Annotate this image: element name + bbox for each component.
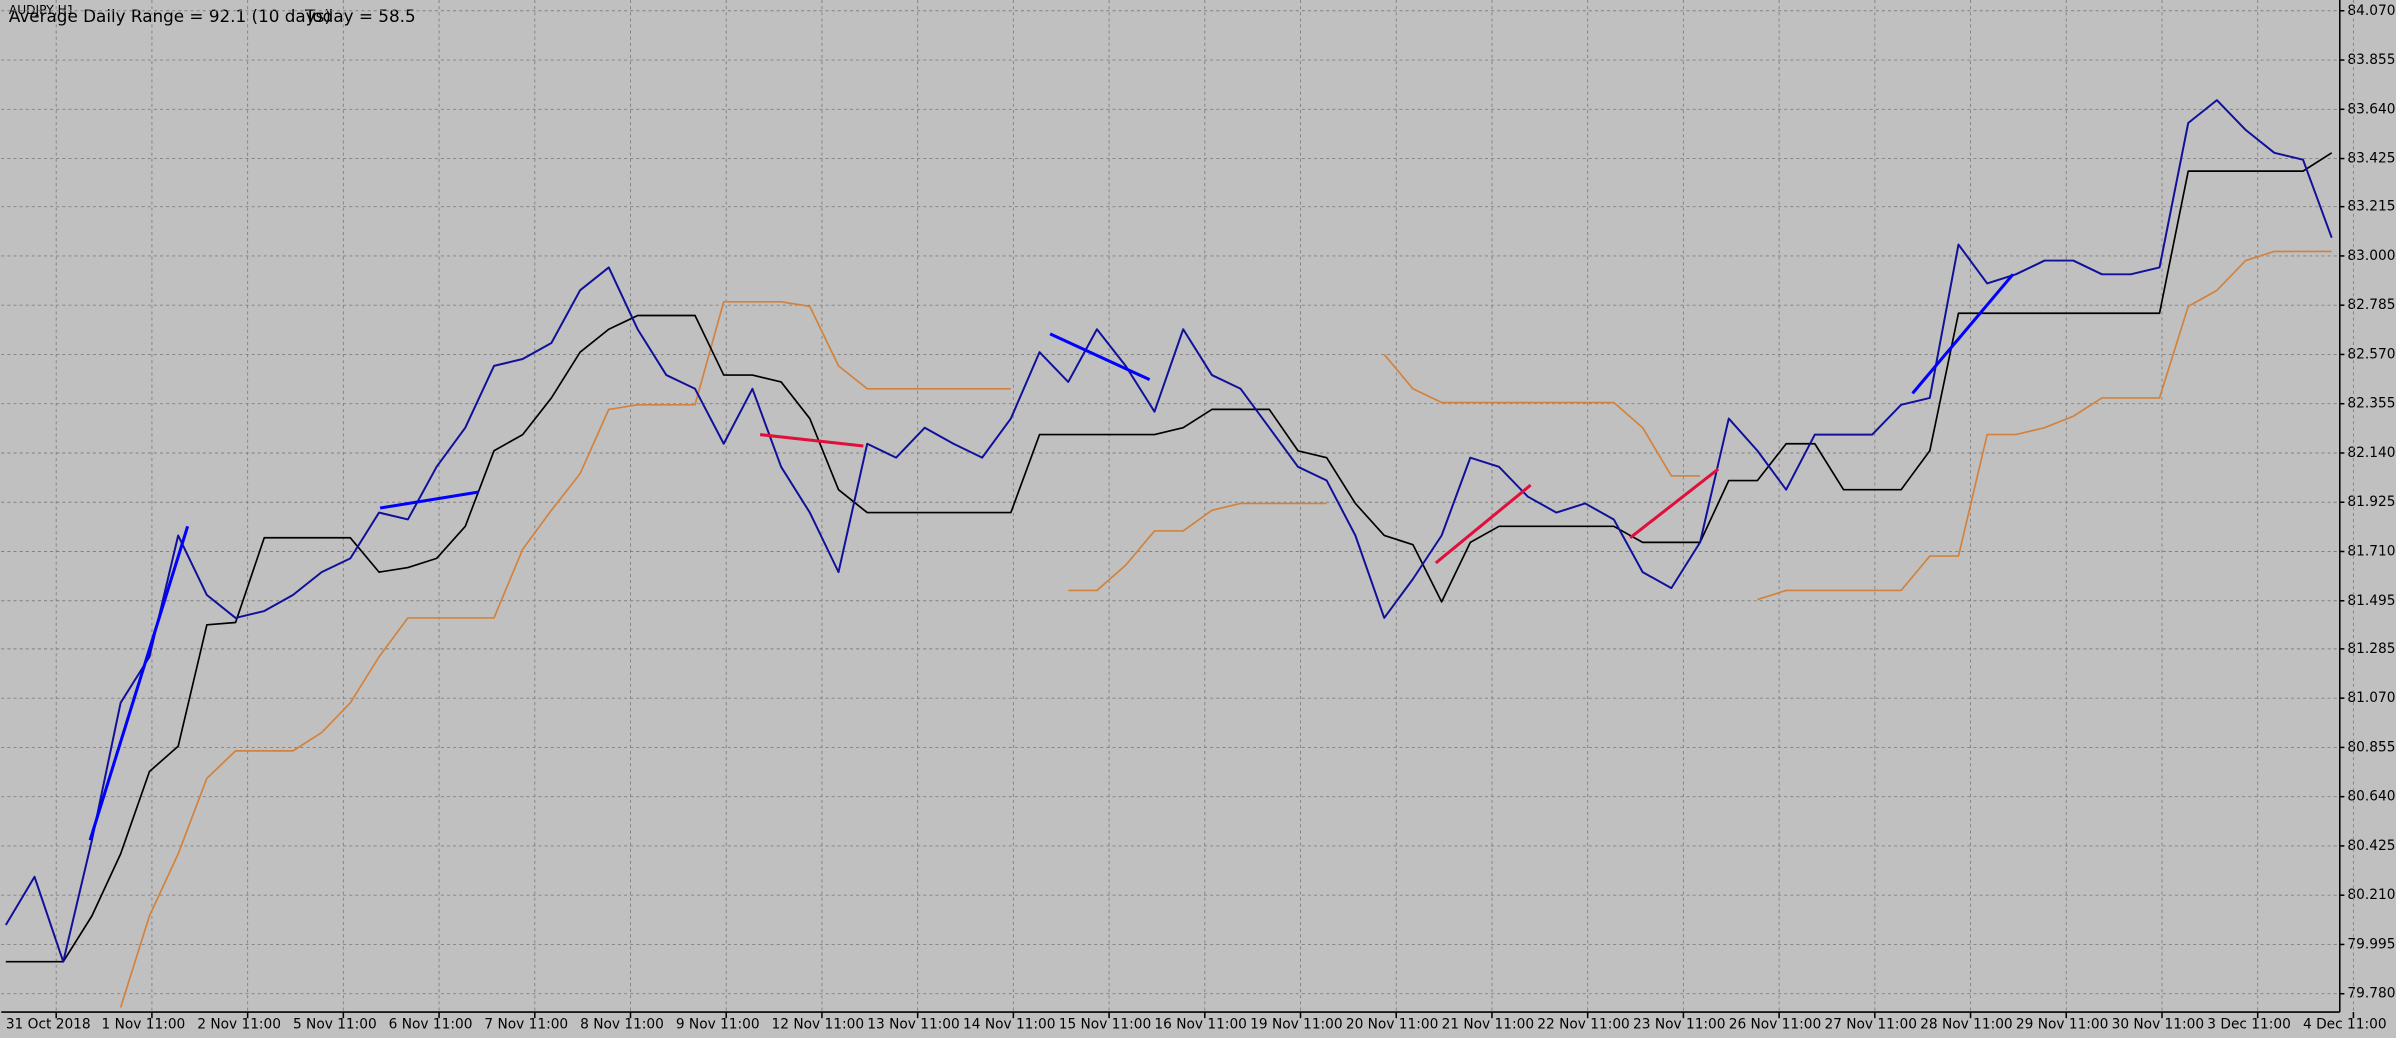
x-tick-label: 19 Nov 11:00 <box>1250 1016 1342 1032</box>
y-tick-label: 82.355 <box>2347 396 2395 412</box>
x-tick-label: 12 Nov 11:00 <box>772 1016 865 1032</box>
x-tick-label: 1 Nov 11:00 <box>102 1016 186 1032</box>
x-tick-label: 29 Nov 11:00 <box>2016 1016 2108 1032</box>
x-tick-label: 28 Nov 11:00 <box>1920 1016 2013 1032</box>
y-tick-label: 84.070 <box>2347 3 2395 19</box>
indicator-line <box>5 152 2333 963</box>
y-tick-label: 82.140 <box>2347 445 2395 461</box>
y-tick-label: 83.425 <box>2347 151 2395 167</box>
today-text: Today = 58.5 <box>304 6 416 26</box>
x-tick-label: 7 Nov 11:00 <box>484 1016 568 1032</box>
x-tick-label: 4 Dec 11:00 <box>2303 1016 2387 1032</box>
x-tick-label: 6 Nov 11:00 <box>389 1016 473 1032</box>
y-tick-label: 81.285 <box>2347 641 2395 657</box>
y-tick-label: 81.925 <box>2347 494 2395 510</box>
trend-line <box>1049 332 1151 382</box>
trend-line <box>759 433 864 448</box>
x-tick-label: 23 Nov 11:00 <box>1633 1016 1726 1032</box>
y-tick-label: 82.785 <box>2347 297 2395 313</box>
x-tick-label: 27 Nov 11:00 <box>1824 1016 1917 1032</box>
x-tick-label: 22 Nov 11:00 <box>1537 1016 1630 1032</box>
adr-text: Average Daily Range = 92.1 (10 days) <box>9 6 331 26</box>
x-tick-label: 26 Nov 11:00 <box>1729 1016 1822 1032</box>
x-tick-label: 16 Nov 11:00 <box>1154 1016 1247 1032</box>
y-tick-label: 83.855 <box>2347 52 2395 68</box>
x-tick-label: 9 Nov 11:00 <box>676 1016 760 1032</box>
y-tick-label: 80.425 <box>2347 838 2395 854</box>
price-line <box>4 99 2333 963</box>
trend-line <box>1629 467 1720 539</box>
y-tick-label: 82.570 <box>2347 346 2395 362</box>
symbol: AUDJPY,H1 <box>9 3 75 17</box>
y-tick-label: 81.070 <box>2347 690 2395 706</box>
y-tick-label: 81.495 <box>2347 593 2395 609</box>
y-tick-label: 80.210 <box>2347 887 2395 903</box>
indicator-line <box>119 250 2332 1008</box>
x-tick-label: 2 Nov 11:00 <box>197 1016 281 1032</box>
x-tick-label: 5 Nov 11:00 <box>293 1016 377 1032</box>
y-tick-label: 79.780 <box>2347 986 2395 1002</box>
x-tick-label: 3 Dec 11:00 <box>2207 1016 2291 1032</box>
x-tick-label: 30 Nov 11:00 <box>2112 1016 2205 1032</box>
trend-line <box>1434 483 1532 565</box>
x-tick-label: 13 Nov 11:00 <box>867 1016 959 1032</box>
y-tick-label: 80.855 <box>2347 739 2395 755</box>
x-tick-label: 8 Nov 11:00 <box>580 1016 664 1032</box>
y-tick-label: 83.640 <box>2347 101 2395 117</box>
x-tick-label: 14 Nov 11:00 <box>963 1016 1056 1032</box>
y-tick-label: 83.215 <box>2347 199 2395 215</box>
x-tick-label: 15 Nov 11:00 <box>1059 1016 1151 1032</box>
x-tick-label: 31 Oct 2018 <box>6 1016 91 1032</box>
trend-line <box>379 490 479 510</box>
x-tick-label: 21 Nov 11:00 <box>1442 1016 1534 1032</box>
trend-line <box>88 525 190 841</box>
y-tick-label: 81.710 <box>2347 544 2395 560</box>
y-tick-label: 83.000 <box>2347 248 2395 264</box>
y-tick-label: 79.995 <box>2347 936 2395 952</box>
x-tick-label: 20 Nov 11:00 <box>1346 1016 1439 1032</box>
trend-line <box>1911 273 2015 395</box>
y-tick-label: 80.640 <box>2347 789 2395 805</box>
